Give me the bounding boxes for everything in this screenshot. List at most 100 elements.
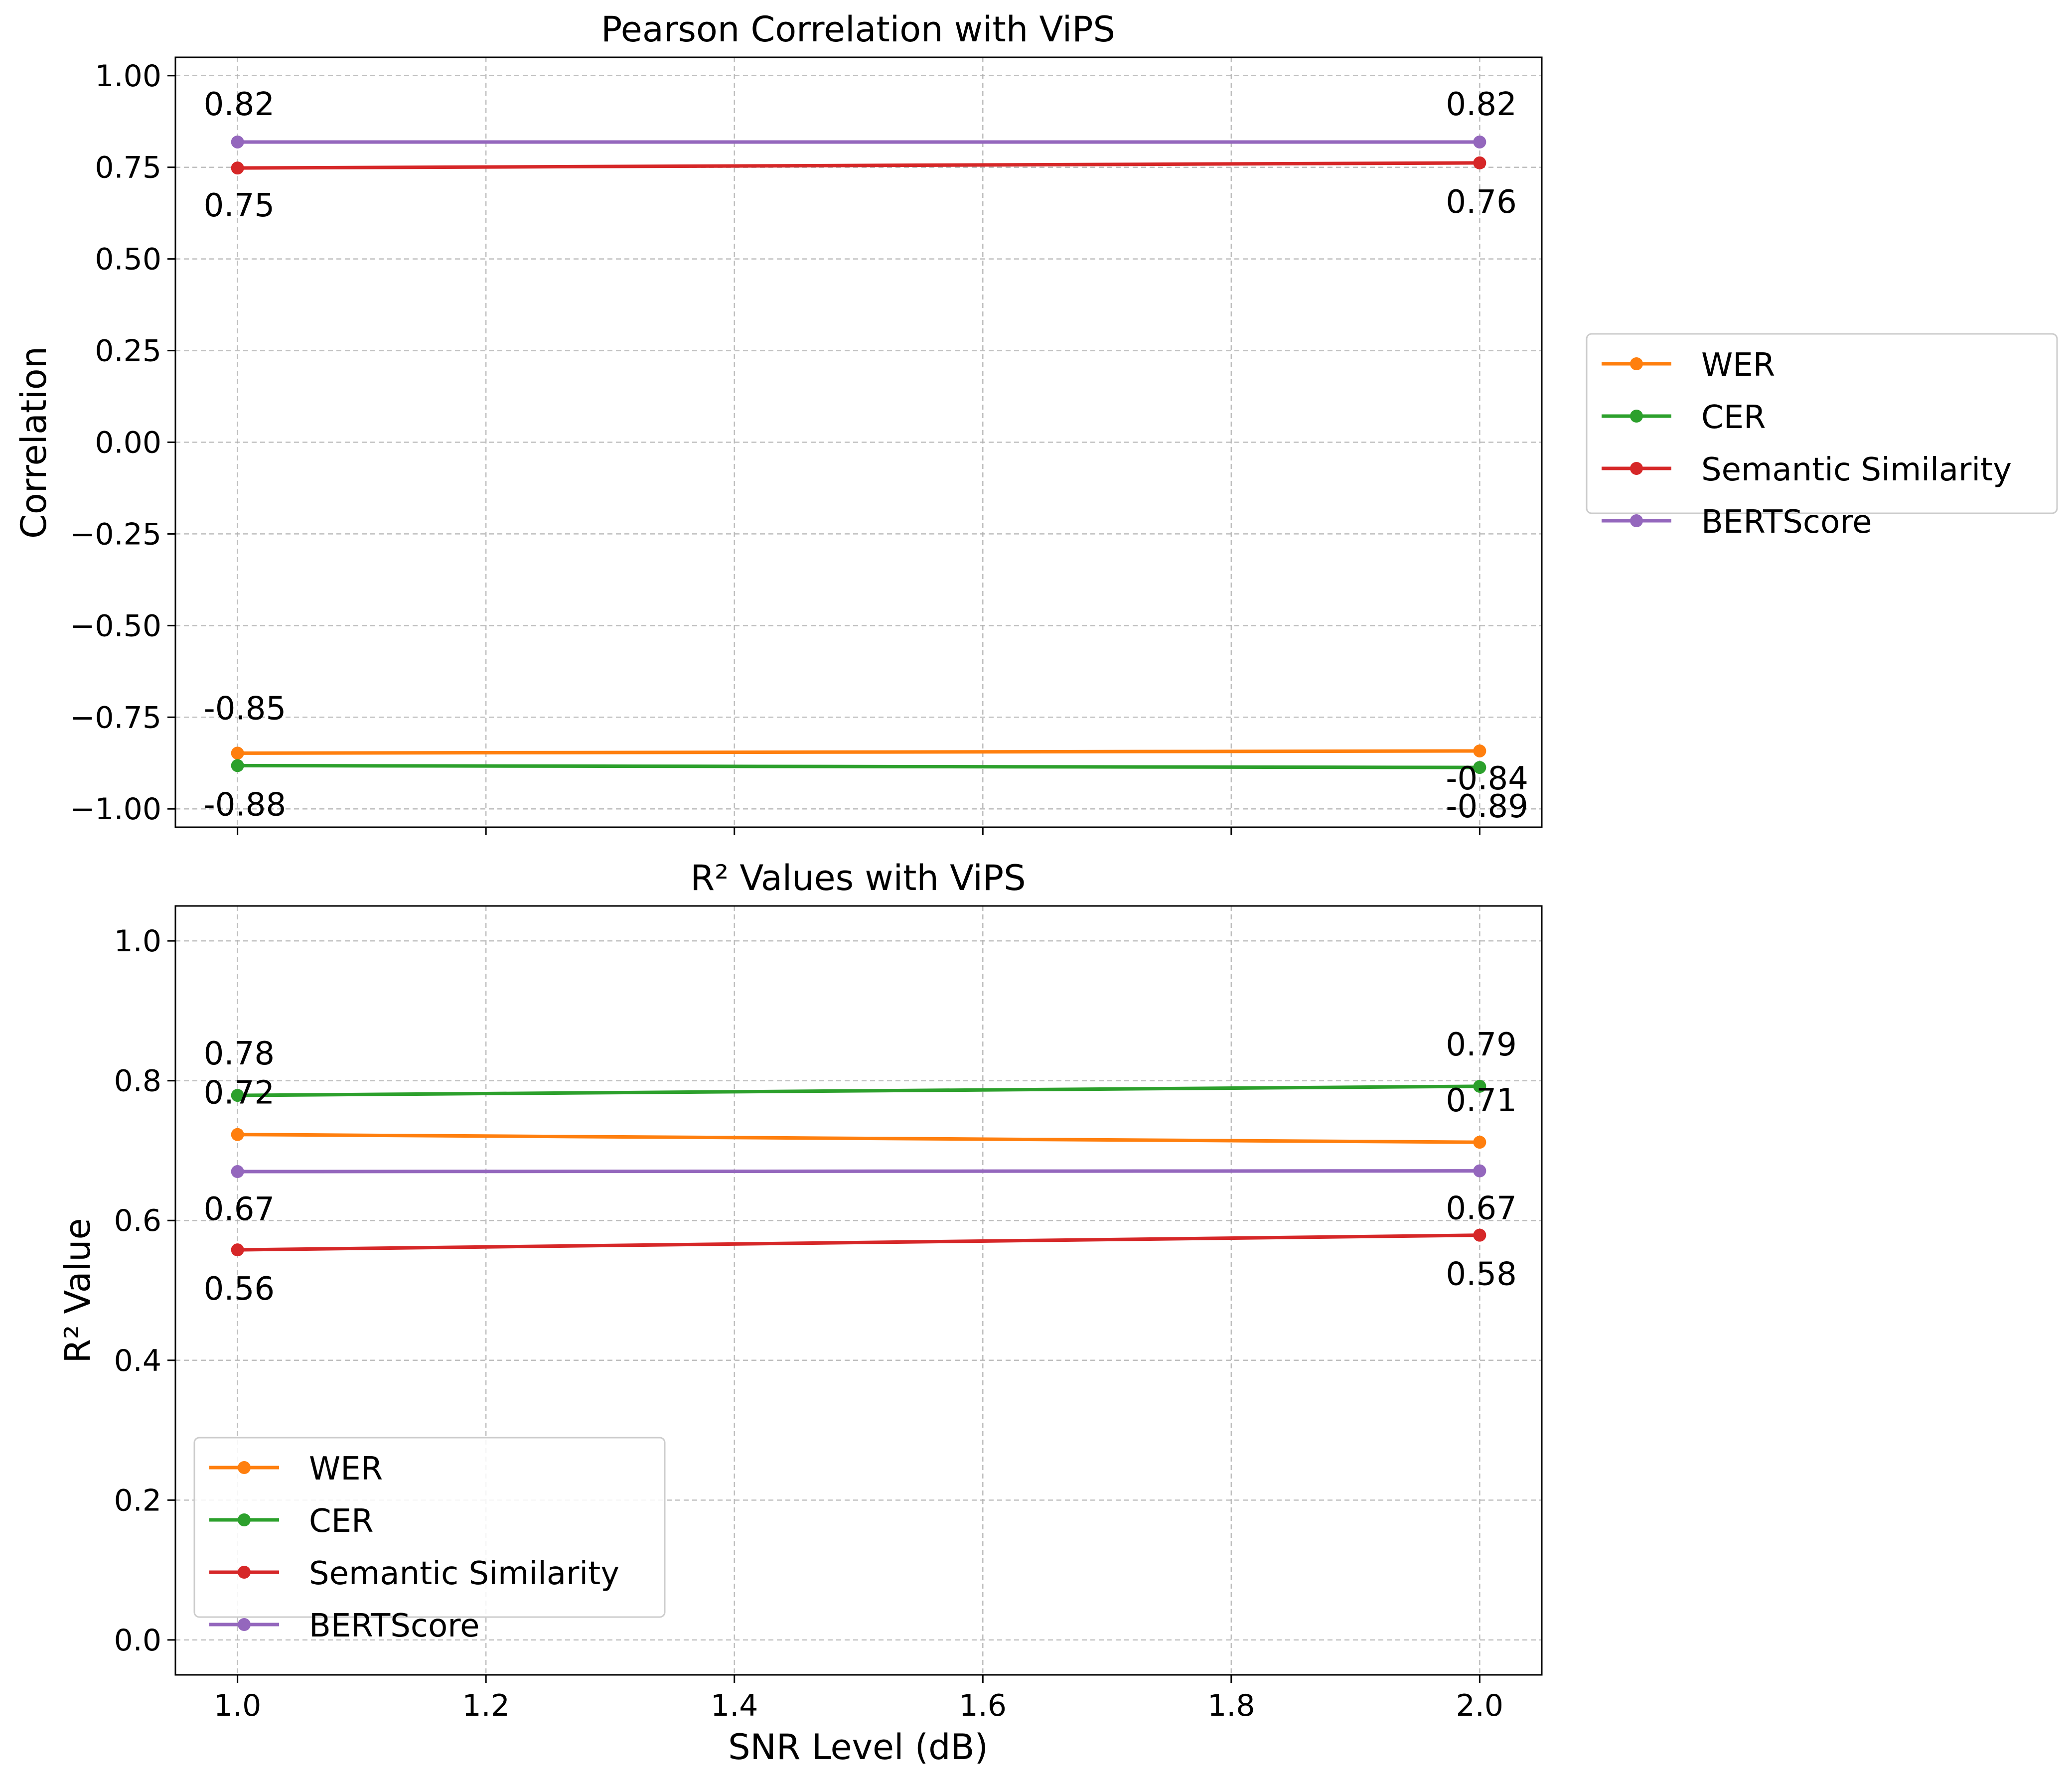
r2-x-tick-label: 1.4 (711, 1688, 758, 1723)
correlation-series-point (231, 759, 244, 772)
correlation-title: Pearson Correlation with ViPS (601, 9, 1115, 50)
correlation-point-labels: -0.85 -0.84 -0.88 -0.89 0.75 0.76 0.82 0.82 (204, 86, 1528, 825)
r2-series-line-cer (237, 1084, 1480, 1097)
r2-point-label: 0.71 (1446, 1082, 1517, 1119)
correlation-point-label: 0.75 (204, 187, 275, 224)
correlation-series-point (1473, 761, 1486, 774)
r2-series-point (231, 1243, 244, 1257)
correlation-point-label: -0.89 (1446, 788, 1528, 825)
correlation-series-point (1473, 744, 1486, 757)
correlation-plot-frame (174, 56, 1543, 828)
r2-y-tick-label: 0.6 (114, 1203, 161, 1238)
r2-legend-label: WER (309, 1451, 383, 1487)
r2-y-tick-label: 0.2 (114, 1483, 161, 1518)
r2-point-label: 0.78 (204, 1036, 275, 1072)
x-axis-label: SNR Level (dB) (728, 1727, 988, 1768)
correlation-series-point (231, 161, 244, 175)
correlation-legend-swatch-marker (1630, 410, 1643, 423)
r2-legend-box (193, 1437, 666, 1618)
r2-legend-label: CER (309, 1503, 374, 1540)
r2-legend-label: BERTScore (309, 1608, 480, 1644)
correlation-panel: Pearson Correlation with ViPS Correlatio… (13, 9, 2058, 835)
r2-x-ticks: 1.0 1.2 1.4 1.6 1.8 2.0 (214, 1675, 1503, 1723)
r2-legend-label: Semantic Similarity (309, 1555, 619, 1592)
r2-y-tick-label: 0.0 (114, 1623, 161, 1658)
correlation-y-tick-label: −1.00 (70, 792, 161, 827)
correlation-y-tick-label: 0.25 (95, 334, 161, 369)
correlation-y-ticks: −1.00 −0.75 −0.50 −0.25 0.00 0.25 0.50 0.75 1.00 (70, 59, 175, 827)
correlation-legend: WER CER Semantic Similarity BERTScore (1586, 333, 2058, 541)
correlation-point-label: 0.82 (204, 86, 275, 123)
r2-point-label: 0.79 (1446, 1027, 1517, 1063)
correlation-y-tick-label: 1.00 (95, 59, 161, 94)
correlation-series-point (1473, 156, 1486, 169)
correlation-y-tick-label: −0.75 (70, 700, 161, 735)
r2-series-point (231, 1128, 244, 1141)
r2-series-point (1473, 1079, 1486, 1093)
correlation-y-tick-label: 0.50 (95, 242, 161, 277)
r2-panel: R² Values with ViPS R² Value SNR Level (… (57, 858, 1543, 1768)
r2-y-tick-label: 0.4 (114, 1343, 161, 1378)
r2-x-tick-label: 1.6 (959, 1688, 1007, 1723)
correlation-legend-label: BERTScore (1701, 504, 1872, 541)
correlation-series-point (231, 135, 244, 148)
r2-point-label: 0.56 (204, 1271, 275, 1308)
correlation-series-point (231, 746, 244, 760)
r2-series-point (231, 1089, 244, 1102)
correlation-point-label: -0.88 (204, 786, 287, 823)
correlation-grid (175, 57, 1542, 827)
r2-point-label: 0.67 (1446, 1190, 1517, 1227)
correlation-series-point (1473, 135, 1486, 148)
r2-y-tick-label: 1.0 (114, 924, 161, 959)
correlation-y-axis-label: Correlation (13, 346, 54, 539)
r2-x-tick-label: 1.8 (1207, 1688, 1255, 1723)
correlation-legend-label: CER (1701, 399, 1766, 436)
r2-legend-swatch-marker (238, 1566, 251, 1579)
correlation-legend-label: WER (1701, 347, 1775, 384)
r2-series-line-wer (237, 1133, 1480, 1144)
r2-plot-frame (174, 905, 1543, 1676)
r2-legend: WER CER Semantic Similarity BERTScore (193, 1437, 666, 1644)
correlation-legend-swatch-marker (1630, 514, 1643, 527)
r2-series-point (231, 1165, 244, 1179)
correlation-legend-box (1586, 333, 2058, 514)
correlation-series-line-cer (237, 763, 1480, 769)
r2-y-tick-label: 0.8 (114, 1064, 161, 1099)
correlation-y-tick-label: 0.75 (95, 150, 161, 185)
correlation-point-label: -0.85 (204, 690, 287, 727)
r2-series-point (1473, 1136, 1486, 1149)
r2-y-ticks: 0.0 0.2 0.4 0.6 0.8 1.0 (114, 924, 175, 1658)
r2-series-line-bertscore (237, 1169, 1480, 1174)
correlation-y-tick-label: −0.50 (70, 608, 161, 643)
correlation-point-label: 0.76 (1446, 184, 1517, 221)
r2-legend-swatch-marker (238, 1461, 251, 1474)
r2-point-label: 0.67 (204, 1191, 275, 1228)
correlation-point-label: 0.82 (1446, 86, 1517, 123)
r2-point-labels: 0.72 0.71 0.78 0.79 0.56 0.58 0.67 0.67 (204, 1027, 1517, 1308)
correlation-point-label: -0.84 (1446, 760, 1528, 797)
r2-series-line-semantic-similarity (237, 1233, 1480, 1252)
r2-series (231, 1079, 1486, 1257)
correlation-series-line-wer (237, 749, 1480, 755)
r2-y-axis-label: R² Value (57, 1218, 98, 1363)
r2-legend-swatch-marker (238, 1513, 251, 1526)
r2-series-point (1473, 1164, 1486, 1178)
r2-x-tick-label: 2.0 (1456, 1688, 1503, 1723)
r2-point-label: 0.72 (204, 1075, 275, 1112)
correlation-x-ticks (237, 827, 1480, 835)
correlation-series-line-semantic-similarity (237, 161, 1480, 170)
correlation-series (231, 135, 1486, 774)
r2-x-tick-label: 1.0 (214, 1688, 261, 1723)
r2-grid (175, 906, 1542, 1675)
r2-x-tick-label: 1.2 (462, 1688, 509, 1723)
correlation-legend-label: Semantic Similarity (1701, 451, 2012, 488)
r2-title: R² Values with ViPS (690, 858, 1026, 898)
correlation-y-tick-label: 0.00 (95, 426, 161, 460)
r2-series-point (1473, 1228, 1486, 1242)
r2-point-label: 0.58 (1446, 1256, 1517, 1293)
correlation-legend-swatch-marker (1630, 357, 1643, 370)
correlation-y-tick-label: −0.25 (70, 517, 161, 552)
r2-legend-swatch-marker (238, 1618, 251, 1631)
correlation-legend-swatch-marker (1630, 462, 1643, 475)
